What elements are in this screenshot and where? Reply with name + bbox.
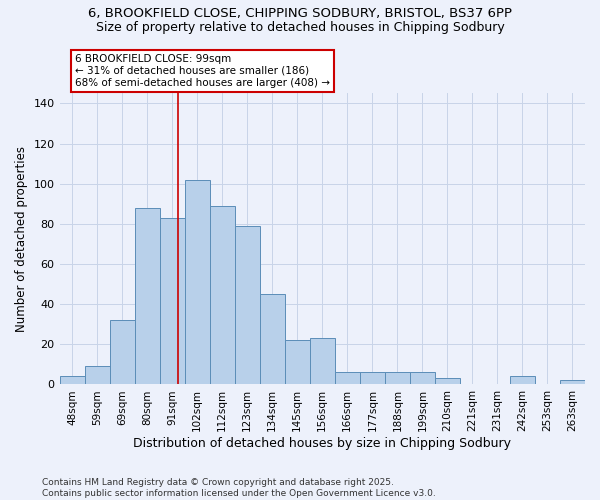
Bar [335,372,360,384]
Bar [285,340,310,384]
Bar [360,372,385,384]
Bar [435,378,460,384]
Text: 6 BROOKFIELD CLOSE: 99sqm
← 31% of detached houses are smaller (186)
68% of semi: 6 BROOKFIELD CLOSE: 99sqm ← 31% of detac… [76,54,331,88]
Bar [560,380,585,384]
Bar [110,320,134,384]
X-axis label: Distribution of detached houses by size in Chipping Sodbury: Distribution of detached houses by size … [133,437,511,450]
Bar [260,294,285,384]
Text: Contains HM Land Registry data © Crown copyright and database right 2025.
Contai: Contains HM Land Registry data © Crown c… [42,478,436,498]
Bar [385,372,410,384]
Y-axis label: Number of detached properties: Number of detached properties [15,146,28,332]
Bar [85,366,110,384]
Bar [209,206,235,384]
Text: 6, BROOKFIELD CLOSE, CHIPPING SODBURY, BRISTOL, BS37 6PP: 6, BROOKFIELD CLOSE, CHIPPING SODBURY, B… [88,8,512,20]
Bar [310,338,335,384]
Bar [185,180,209,384]
Text: Size of property relative to detached houses in Chipping Sodbury: Size of property relative to detached ho… [95,21,505,34]
Bar [235,226,260,384]
Bar [134,208,160,384]
Bar [410,372,435,384]
Bar [59,376,85,384]
Bar [160,218,185,384]
Bar [510,376,535,384]
